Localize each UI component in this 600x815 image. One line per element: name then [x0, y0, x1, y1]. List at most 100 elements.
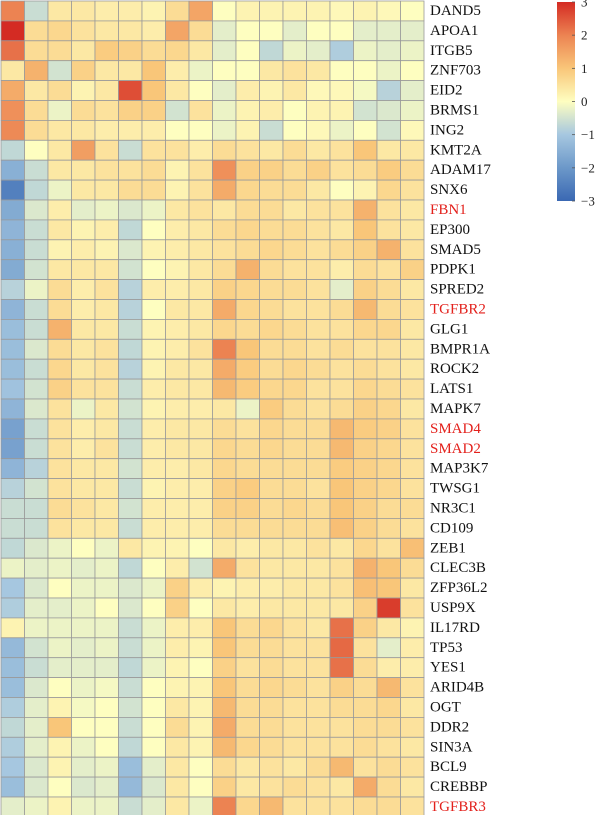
heatmap-cell [71, 60, 96, 82]
heatmap-cell [71, 378, 96, 400]
heatmap-cell [376, 697, 401, 718]
heatmap-cell [306, 338, 331, 360]
heatmap-cell [24, 60, 49, 82]
heatmap-cell [165, 259, 190, 281]
heatmap-cells [0, 0, 425, 815]
row-label-fbn1: FBN1 [430, 202, 467, 218]
heatmap-cell [282, 338, 307, 360]
heatmap-cell [141, 338, 166, 360]
heatmap-cell [235, 717, 260, 738]
heatmap-cell [400, 239, 425, 261]
heatmap-cell [118, 378, 143, 400]
heatmap-cell [235, 657, 260, 679]
heatmap-cell [188, 199, 213, 221]
heatmap-cell [259, 40, 284, 62]
heatmap-cell [259, 100, 284, 121]
row-label-clec3b: CLEC3B [430, 560, 486, 576]
heatmap-cell [353, 418, 378, 440]
heatmap-cell [235, 318, 260, 340]
heatmap-cell [353, 796, 378, 815]
heatmap-cell [235, 0, 260, 22]
heatmap-cell [306, 120, 331, 141]
heatmap-cell [329, 677, 354, 698]
heatmap-cell [165, 20, 190, 42]
heatmap-cell [329, 637, 354, 659]
heatmap-cell [47, 139, 72, 161]
heatmap-cell [47, 498, 72, 519]
heatmap-cell [259, 378, 284, 400]
heatmap-cell [329, 537, 354, 559]
row-label-bmpr1a: BMPR1A [430, 341, 490, 357]
heatmap-cell [71, 677, 96, 698]
heatmap-cell [94, 557, 119, 579]
heatmap-cell [94, 478, 119, 499]
heatmap-cell [306, 537, 331, 559]
row-label-spred2: SPRED2 [430, 282, 484, 298]
heatmap-cell [188, 398, 213, 420]
heatmap-cell [282, 159, 307, 181]
heatmap-cell [212, 776, 237, 798]
heatmap-cell [71, 318, 96, 340]
heatmap-cell [306, 637, 331, 659]
heatmap-cell [47, 398, 72, 420]
heatmap-cell [141, 717, 166, 738]
heatmap-cell [188, 458, 213, 480]
heatmap-cell [165, 279, 190, 300]
heatmap-cell [47, 378, 72, 400]
heatmap-cell [329, 40, 354, 62]
heatmap-cell [165, 159, 190, 181]
heatmap-cell [400, 418, 425, 440]
heatmap-cell [282, 418, 307, 440]
heatmap-cell [0, 458, 25, 480]
heatmap-cell [376, 20, 401, 42]
heatmap-cell [282, 537, 307, 559]
heatmap-cell [188, 259, 213, 281]
heatmap-cell [306, 199, 331, 221]
heatmap-cell [306, 139, 331, 161]
heatmap-cell [212, 80, 237, 101]
heatmap-cell [376, 0, 401, 22]
heatmap-cell [0, 40, 25, 62]
heatmap-cell [259, 80, 284, 101]
heatmap-cell [306, 478, 331, 499]
heatmap-cell [353, 378, 378, 400]
heatmap-cell [259, 657, 284, 679]
heatmap-cell [71, 518, 96, 539]
heatmap-cell [235, 299, 260, 320]
heatmap-cell [212, 717, 237, 738]
heatmap-cell [376, 100, 401, 121]
heatmap-cell [71, 299, 96, 320]
heatmap-cell [353, 318, 378, 340]
heatmap-cell [94, 219, 119, 241]
heatmap-cell [47, 756, 72, 778]
heatmap-cell [118, 518, 143, 539]
heatmap-cell [329, 577, 354, 599]
heatmap-cell [24, 100, 49, 121]
heatmap-cell [235, 259, 260, 281]
heatmap-cell [212, 597, 237, 619]
colorbar-gradient [557, 2, 575, 201]
heatmap-cell [282, 637, 307, 659]
heatmap-cell [118, 418, 143, 440]
heatmap-cell [118, 120, 143, 141]
heatmap-cell [282, 100, 307, 121]
heatmap-cell [329, 498, 354, 519]
heatmap-cell [400, 338, 425, 360]
heatmap-cell [71, 159, 96, 181]
heatmap-cell [0, 518, 25, 539]
heatmap-cell [71, 697, 96, 718]
heatmap-cell [141, 20, 166, 42]
heatmap-cell [306, 518, 331, 539]
heatmap-cell [47, 159, 72, 181]
heatmap-cell [141, 199, 166, 221]
heatmap-cell [0, 120, 25, 141]
heatmap-cell [353, 139, 378, 161]
row-label-smad2: SMAD2 [430, 441, 481, 457]
heatmap-cell [71, 338, 96, 360]
heatmap-cell [259, 617, 284, 639]
heatmap-cell [353, 577, 378, 599]
heatmap-cell [212, 20, 237, 42]
heatmap-cell [71, 398, 96, 420]
heatmap-cell [0, 498, 25, 519]
